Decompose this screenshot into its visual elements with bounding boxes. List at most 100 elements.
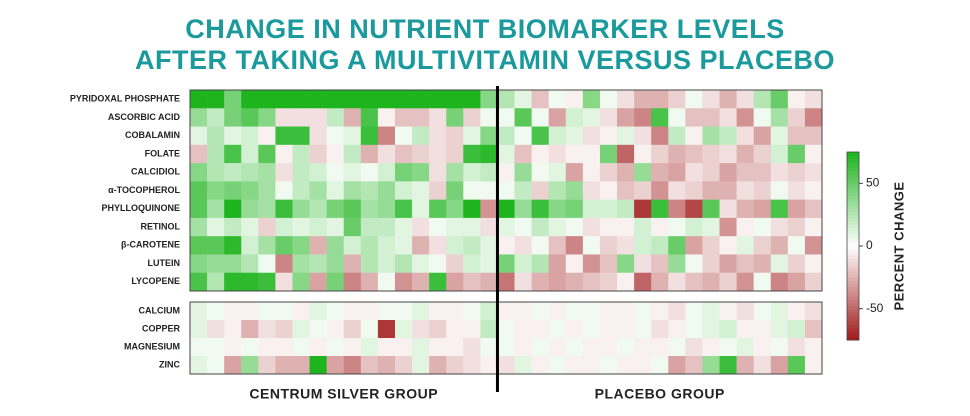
heatmap-cell bbox=[190, 181, 208, 200]
colorbar-swatch bbox=[847, 327, 859, 332]
heatmap-cell bbox=[258, 302, 276, 321]
heatmap-cell bbox=[548, 217, 567, 237]
heatmap-cell bbox=[377, 356, 396, 375]
heatmap-cell bbox=[343, 272, 362, 292]
heatmap-cell bbox=[326, 163, 345, 182]
heatmap-cell bbox=[787, 338, 806, 357]
heatmap-cell bbox=[412, 199, 430, 219]
heatmap-cell bbox=[292, 217, 310, 237]
colorbar-swatch bbox=[847, 164, 859, 169]
heatmap-cell bbox=[531, 163, 550, 182]
heatmap-cell bbox=[514, 126, 532, 146]
heatmap-cell bbox=[736, 356, 754, 375]
heatmap-cell bbox=[446, 302, 464, 321]
heatmap-cell bbox=[326, 181, 345, 200]
heatmap-cell bbox=[719, 254, 737, 274]
heatmap-cell bbox=[514, 199, 532, 219]
heatmap-cell bbox=[241, 90, 259, 109]
heatmap-cell bbox=[480, 199, 498, 219]
heatmap-cell bbox=[582, 272, 601, 292]
heatmap-cell bbox=[190, 236, 208, 255]
heatmap-cell bbox=[548, 181, 567, 200]
heatmap-cell bbox=[719, 199, 737, 219]
heatmap-cell bbox=[463, 254, 481, 274]
heatmap-cell bbox=[582, 126, 601, 146]
heatmap-cell bbox=[275, 254, 293, 274]
heatmap-cell bbox=[241, 338, 259, 357]
colorbar-swatch bbox=[847, 192, 859, 197]
heatmap-cell bbox=[651, 320, 669, 339]
heatmap-cell bbox=[497, 108, 515, 127]
heatmap-cell bbox=[685, 302, 703, 321]
heatmap-cell bbox=[565, 254, 584, 274]
heatmap-cell bbox=[548, 254, 567, 274]
heatmap-cell bbox=[617, 163, 635, 182]
heatmap-cell bbox=[497, 236, 515, 255]
heatmap-cell bbox=[360, 338, 379, 357]
heatmap-cell bbox=[292, 90, 310, 109]
heatmap-cell bbox=[685, 217, 703, 237]
heatmap-cell bbox=[634, 356, 652, 375]
heatmap-cell bbox=[190, 163, 208, 182]
heatmap-cell bbox=[309, 302, 327, 321]
heatmap-cell bbox=[463, 236, 481, 255]
heatmap-cell bbox=[207, 272, 225, 292]
heatmap-cell bbox=[377, 108, 396, 127]
heatmap-cell bbox=[497, 126, 515, 146]
heatmap-cell bbox=[326, 302, 345, 321]
heatmap-cell bbox=[634, 236, 652, 255]
colorbar-swatch bbox=[847, 293, 859, 297]
heatmap-cell bbox=[224, 90, 242, 109]
heatmap-cell bbox=[360, 126, 379, 146]
heatmap-cell bbox=[497, 144, 515, 164]
heatmap-cell bbox=[787, 90, 806, 109]
heatmap-cell bbox=[446, 272, 464, 292]
heatmap-cell bbox=[514, 144, 532, 164]
heatmap-cell bbox=[685, 236, 703, 255]
heatmap-cell bbox=[394, 199, 413, 219]
heatmap-cell bbox=[446, 217, 464, 237]
heatmap-cell bbox=[787, 163, 806, 182]
heatmap-cell bbox=[685, 320, 703, 339]
row-label: ASCORBIC ACID bbox=[108, 112, 181, 122]
heatmap-cell bbox=[634, 144, 652, 164]
heatmap-cell bbox=[309, 236, 327, 255]
heatmap-cell bbox=[241, 254, 259, 274]
heatmap-cell bbox=[224, 254, 242, 274]
heatmap-cell bbox=[548, 320, 567, 339]
heatmap-cell bbox=[258, 236, 276, 255]
heatmap-cell bbox=[360, 254, 379, 274]
heatmap-cell bbox=[377, 181, 396, 200]
heatmap-cell bbox=[394, 144, 413, 164]
heatmap-cell bbox=[463, 338, 481, 357]
heatmap-cell bbox=[429, 254, 447, 274]
heatmap-cell bbox=[480, 163, 498, 182]
heatmap-cell bbox=[599, 181, 618, 200]
heatmap-cell bbox=[719, 90, 737, 109]
heatmap-cell bbox=[241, 199, 259, 219]
heatmap-cell bbox=[343, 126, 362, 146]
colorbar-swatch bbox=[847, 299, 859, 303]
heatmap-cell bbox=[309, 356, 327, 375]
heatmap-cell bbox=[258, 126, 276, 146]
heatmap-cell bbox=[190, 338, 208, 357]
heatmap-cell bbox=[548, 199, 567, 219]
colorbar-swatch bbox=[847, 286, 859, 291]
heatmap-cell bbox=[207, 144, 225, 164]
heatmap-cell bbox=[548, 126, 567, 146]
colorbar-swatch bbox=[847, 227, 859, 231]
heatmap-cell bbox=[326, 254, 345, 274]
heatmap-cell bbox=[787, 272, 806, 292]
heatmap-cell bbox=[599, 217, 618, 237]
heatmap-cell bbox=[634, 254, 652, 274]
heatmap-cell bbox=[787, 356, 806, 375]
heatmap-cell bbox=[207, 302, 225, 321]
chart-title: AFTER TAKING A MULTIVITAMIN VERSUS PLACE… bbox=[135, 45, 835, 75]
heatmap-cell bbox=[770, 272, 789, 292]
heatmap-cell bbox=[651, 144, 669, 164]
heatmap-cell bbox=[548, 144, 567, 164]
colorbar-swatch bbox=[847, 308, 859, 313]
colorbar-swatch bbox=[847, 205, 859, 209]
heatmap-cell bbox=[309, 108, 327, 127]
heatmap-cell bbox=[702, 163, 720, 182]
